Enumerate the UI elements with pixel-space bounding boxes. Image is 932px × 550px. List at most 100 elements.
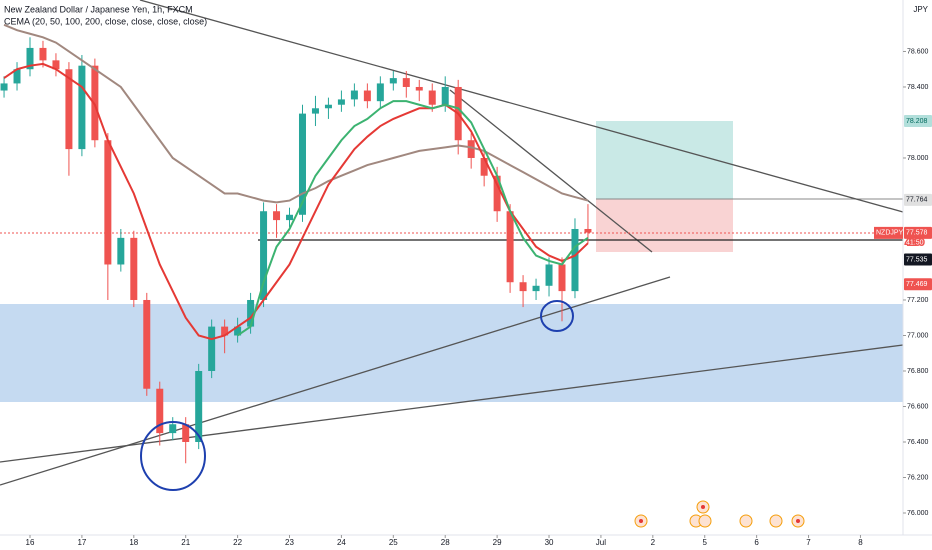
candle xyxy=(0,76,8,98)
candle-body xyxy=(195,370,203,442)
x-tick-label: 30 xyxy=(545,538,554,547)
x-tick-label: 8 xyxy=(858,538,863,547)
candle-body xyxy=(39,47,47,61)
candle-body xyxy=(26,47,34,70)
candle-body xyxy=(493,175,501,212)
candle-body xyxy=(169,424,177,434)
highlight-circle xyxy=(140,421,206,491)
plot xyxy=(0,23,592,464)
candle xyxy=(65,62,73,176)
candle-body xyxy=(519,282,527,292)
candle xyxy=(234,317,242,343)
indicator-label: CEMA (20, 50, 100, 200, close, close, cl… xyxy=(4,16,207,26)
candle xyxy=(286,207,294,228)
candle-body xyxy=(298,113,306,215)
x-tick-label: 6 xyxy=(754,538,759,547)
candle-body xyxy=(117,237,125,265)
candle xyxy=(532,278,540,300)
price-tag-label: 77.764 xyxy=(906,197,928,204)
price-tag-label: 77.535 xyxy=(906,256,928,263)
candle-body xyxy=(324,104,332,109)
candle xyxy=(260,202,268,308)
price-tag-label: 78.208 xyxy=(906,118,928,125)
candle-body xyxy=(415,86,423,91)
symbol-label: NZDJPY xyxy=(876,230,904,237)
target-zone xyxy=(596,121,733,199)
candle-body xyxy=(311,108,319,114)
x-tick-label: 17 xyxy=(77,538,86,547)
trend-line xyxy=(0,276,671,486)
candle xyxy=(143,292,151,396)
candle-body xyxy=(208,326,216,371)
x-tick-label: 25 xyxy=(389,538,398,547)
x-tick-label: 29 xyxy=(493,538,502,547)
candle-body xyxy=(428,90,436,105)
candle xyxy=(208,319,216,379)
candle-body xyxy=(571,228,579,292)
candle xyxy=(545,257,553,297)
x-tick-label: Jul xyxy=(596,538,606,547)
y-tick-label: 77.200 xyxy=(907,297,929,304)
y-tick-label: 76.800 xyxy=(907,368,929,375)
candle-body xyxy=(221,326,229,336)
price-tag-label: 77.469 xyxy=(906,281,928,288)
candle xyxy=(506,204,514,293)
candle xyxy=(376,76,384,109)
y-tick-label: 78.400 xyxy=(907,84,929,91)
trend-line xyxy=(449,89,653,253)
symbol-tag xyxy=(874,226,903,239)
candle-body xyxy=(558,264,566,292)
price-tag xyxy=(904,226,932,239)
candle xyxy=(558,257,566,322)
highlight-circle xyxy=(540,300,574,332)
candle-body xyxy=(234,326,242,336)
moving-average xyxy=(3,62,589,341)
candle xyxy=(130,230,138,308)
y-tick-label: 77.000 xyxy=(907,332,929,339)
candle xyxy=(467,133,475,169)
x-tick-label: 28 xyxy=(441,538,450,547)
price-tag xyxy=(904,193,932,206)
demand-zone xyxy=(0,304,903,402)
candle xyxy=(402,71,410,98)
candle-body xyxy=(350,90,358,100)
candle-body xyxy=(182,424,190,442)
stop-zone xyxy=(596,199,733,252)
candle xyxy=(311,95,319,127)
candle xyxy=(169,417,177,441)
candle-body xyxy=(584,228,592,233)
candle xyxy=(363,83,371,109)
candle xyxy=(389,71,397,91)
candle-body xyxy=(78,65,86,150)
trend-line xyxy=(139,0,904,213)
candle-body xyxy=(441,86,449,105)
countdown: 41:50 xyxy=(906,240,924,247)
candle xyxy=(337,90,345,112)
event-icons xyxy=(634,500,805,528)
candle-body xyxy=(247,299,255,327)
candle-body xyxy=(143,299,151,389)
x-tick-label: 5 xyxy=(703,538,708,547)
candle-body xyxy=(389,78,397,84)
candle-body xyxy=(467,140,475,158)
price-tag xyxy=(904,253,932,266)
x-tick-label: 7 xyxy=(806,538,811,547)
candle xyxy=(78,55,86,157)
candle xyxy=(13,62,21,91)
candle-body xyxy=(91,65,99,141)
y-tick-label: 76.400 xyxy=(907,439,929,446)
candle xyxy=(571,218,579,299)
candle-body xyxy=(52,60,60,70)
price-tag xyxy=(904,278,932,291)
candle-body xyxy=(13,69,21,84)
candle xyxy=(273,204,281,238)
price-axis xyxy=(903,0,932,550)
candle xyxy=(519,275,527,308)
candle-body xyxy=(273,211,281,221)
candle-body xyxy=(337,99,345,105)
x-tick-label: 23 xyxy=(285,538,294,547)
candle xyxy=(91,58,99,148)
candle-body xyxy=(0,83,8,91)
candle-body xyxy=(363,90,371,102)
